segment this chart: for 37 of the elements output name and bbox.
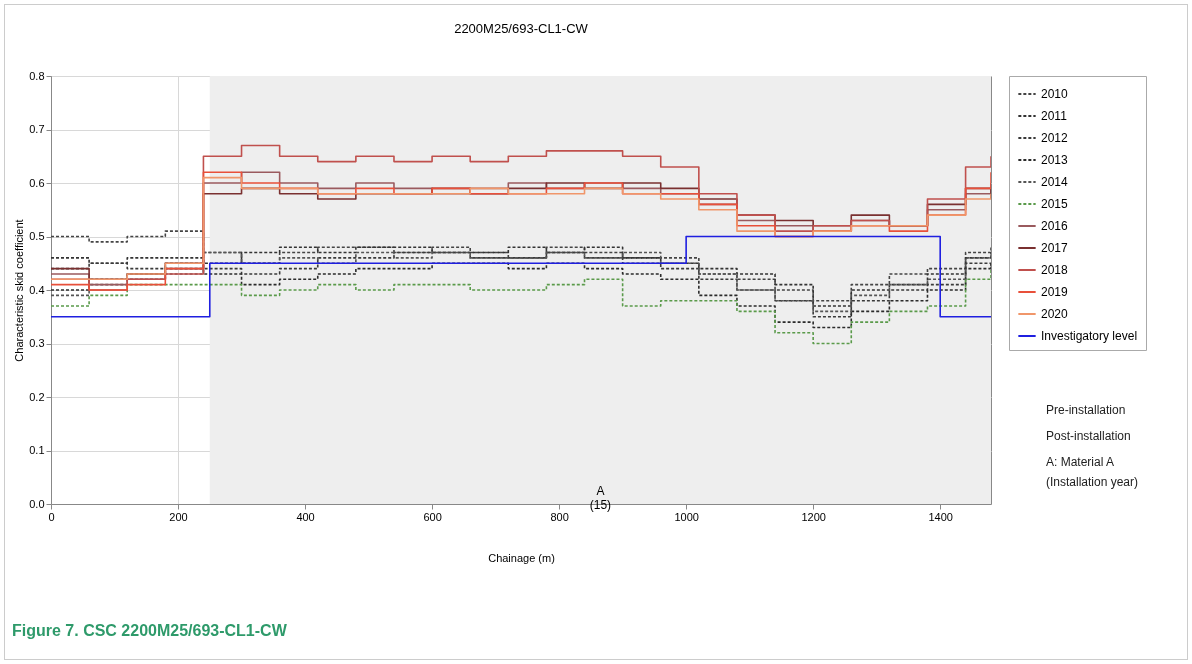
- y-tick-label: 0.3: [29, 337, 45, 349]
- legend-label: 2019: [1041, 285, 1069, 299]
- text: Pre-installation: [1046, 402, 1127, 419]
- x-tick-label: 0: [48, 510, 55, 523]
- legend-label: 2018: [1041, 263, 1069, 277]
- x-axis-title: Chainage (m): [488, 551, 555, 564]
- x-tick-label: 600: [423, 510, 442, 523]
- x-tick-label: 400: [296, 510, 315, 523]
- y-tick-label: 0.8: [29, 69, 45, 82]
- chart-title: 2200M25/693-CL1-CW: [454, 21, 589, 36]
- x-tick-label: 200: [169, 510, 188, 523]
- legend-label: 2017: [1041, 241, 1069, 255]
- legend-label: 2011: [1041, 109, 1068, 123]
- x-tick-label: 1400: [928, 510, 953, 523]
- x-tick-label: 1200: [801, 510, 826, 523]
- text: A: Material A (Installation year): [1046, 454, 1140, 491]
- legend-label: 2020: [1041, 307, 1069, 321]
- y-axis-title: Characteristic skid coefficient: [13, 219, 26, 362]
- y-tick-label: 0.4: [29, 283, 45, 296]
- y-tick-label: 0.0: [29, 497, 45, 510]
- x-tick-label: 1000: [674, 510, 699, 523]
- y-tick-label: 0.7: [29, 123, 45, 135]
- legend-label: Investigatory level: [1041, 329, 1138, 343]
- y-tick-label: 0.1: [29, 444, 45, 456]
- legend-label: 2014: [1041, 175, 1069, 189]
- legend-label: 2010: [1041, 87, 1069, 101]
- band-label: A (15): [589, 484, 612, 512]
- y-tick-label: 0.5: [29, 230, 45, 242]
- legend-label: 2015: [1041, 197, 1069, 211]
- caption: Figure 7. CSC 2200M25/693-CL1-CW: [12, 622, 287, 640]
- legend-label: 2012: [1041, 131, 1069, 145]
- legend-label: 2016: [1041, 219, 1069, 233]
- legend-label: 2013: [1041, 153, 1069, 167]
- text: Post-installation: [1046, 428, 1132, 445]
- y-tick-label: 0.6: [29, 176, 45, 189]
- x-tick-label: 800: [550, 510, 569, 523]
- y-tick-label: 0.2: [29, 390, 45, 403]
